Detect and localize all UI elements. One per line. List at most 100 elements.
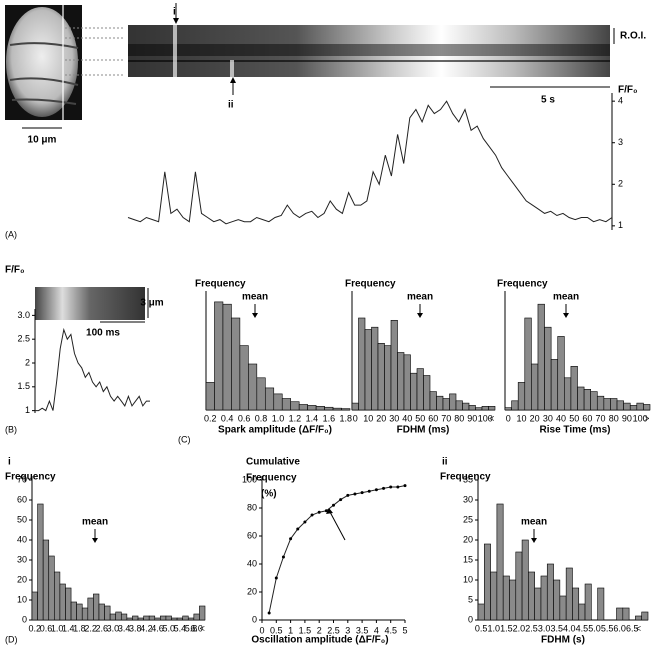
y-tick-label: 60: [247, 530, 257, 540]
bar: [193, 613, 200, 621]
bar: [635, 615, 643, 621]
mean-arrowhead: [252, 313, 258, 318]
y-tick-label: 10: [463, 574, 473, 584]
bar: [521, 539, 529, 621]
y-tick-label: 70: [17, 474, 27, 484]
x-tick-label: 6.5: [626, 623, 639, 633]
y-tick-label: 0: [252, 614, 257, 624]
x-tick-label: 3.8: [129, 623, 142, 633]
bar: [87, 597, 94, 621]
bar: [429, 391, 437, 411]
connector-lines: [65, 27, 125, 76]
y-tick-label: 35: [463, 474, 473, 484]
bar: [584, 583, 592, 621]
panel-label: (B): [5, 424, 17, 434]
bar: [564, 377, 572, 411]
x-tick-label: 1.0: [487, 623, 500, 633]
bar: [455, 400, 463, 411]
bar: [341, 408, 351, 411]
data-point: [360, 491, 364, 495]
bar: [481, 406, 489, 411]
x-tick-label: 1.0: [272, 413, 285, 423]
panel-label: (D): [5, 634, 18, 644]
x-tick-label: 0.8: [255, 413, 268, 423]
data-point: [267, 611, 271, 615]
panel-label: (A): [5, 229, 17, 239]
annotation: ii: [228, 100, 234, 111]
x-tick-label: 4.0: [563, 623, 576, 633]
bar: [531, 363, 539, 411]
bar: [517, 382, 526, 411]
panel-sublabel: i: [8, 457, 11, 468]
x-tick-label: 5.4: [174, 623, 187, 633]
y-axis-label: Frequency: [345, 279, 396, 290]
bar: [315, 406, 325, 411]
x-tick-label: 1: [288, 625, 293, 635]
data-point: [310, 513, 314, 517]
x-tick-label: 20: [376, 413, 386, 423]
line-scan-image: [128, 3, 615, 95]
mean-label: mean: [407, 292, 433, 303]
x-tick-label: 3.5: [356, 625, 369, 635]
x-axis-label: FDHM (ms): [397, 425, 450, 436]
y-tick-label: 20: [247, 586, 257, 596]
annotation: 5 s: [541, 95, 555, 106]
x-tick-label: 5.8: [185, 623, 198, 633]
y-tick-label: 0: [22, 614, 27, 624]
x-tick-label: 10: [363, 413, 373, 423]
bar: [483, 543, 491, 621]
bar: [298, 404, 308, 411]
micrograph: [5, 5, 82, 129]
bar: [490, 571, 498, 621]
y-tick-label: 20: [17, 574, 27, 584]
bar: [496, 503, 504, 621]
bar: [462, 402, 470, 411]
x-tick-label: 60: [582, 413, 592, 423]
bar: [93, 593, 100, 621]
x-tick-label: 50: [415, 413, 425, 423]
data-point: [324, 509, 328, 513]
x-tick-label: 1.2: [289, 413, 302, 423]
x-tick-label: <: [636, 623, 641, 633]
annotation: 100 ms: [86, 328, 120, 339]
y-tick-label: 80: [247, 502, 257, 512]
x-tick-label: 0: [353, 413, 358, 423]
bar: [623, 402, 631, 411]
bar: [42, 539, 50, 621]
data-line: [268, 485, 406, 614]
x-tick-label: 4.6: [151, 623, 164, 633]
x-axis-label: Spark amplitude (ΔF/F₀): [218, 425, 332, 436]
bar: [273, 393, 283, 411]
bar: [59, 583, 66, 621]
bar: [557, 336, 565, 411]
data-point: [389, 485, 393, 489]
x-tick-label: 5.5: [601, 623, 614, 633]
x-tick-label: <: [489, 413, 494, 423]
y-axis-label: Frequency: [497, 279, 548, 290]
bar: [351, 402, 359, 411]
bar: [239, 345, 249, 411]
bar: [384, 345, 392, 411]
bar: [572, 587, 580, 621]
bar: [248, 363, 258, 411]
bar: [31, 591, 38, 621]
mean-arrowhead: [563, 313, 569, 318]
x-tick-label: 50: [569, 413, 579, 423]
x-tick-label: 2: [317, 625, 322, 635]
bar: [546, 563, 554, 621]
x-tick-label: 1.5: [500, 623, 513, 633]
annotation: R.O.I.: [620, 31, 646, 42]
y-tick-label: 3: [618, 137, 623, 147]
annotation: 10 μm: [28, 135, 57, 146]
bar: [256, 377, 266, 411]
y-axis-label: F/F₀: [618, 85, 638, 96]
bar: [416, 368, 424, 411]
data-point: [346, 493, 350, 497]
data-point: [281, 555, 285, 559]
x-tick-label: 100: [633, 413, 648, 423]
y-tick-label: 15: [463, 554, 473, 564]
x-tick-label: 1.6: [323, 413, 336, 423]
x-tick-label: 4.2: [140, 623, 153, 633]
bar: [137, 617, 144, 621]
